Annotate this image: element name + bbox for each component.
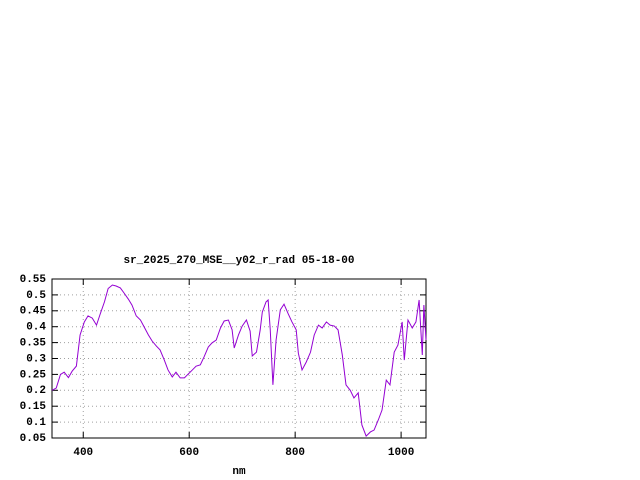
y-tick-label: 0.1 <box>26 417 46 429</box>
data-line <box>51 284 427 437</box>
x-tick-label: 400 <box>73 447 93 459</box>
y-tick-label: 0.45 <box>20 306 47 318</box>
y-tick-label: 0.5 <box>26 290 46 302</box>
y-tick-label: 0.55 <box>20 274 47 286</box>
x-tick-label: 800 <box>285 447 305 459</box>
x-axis-label: nm <box>232 466 246 478</box>
y-tick-label: 0.25 <box>20 369 47 381</box>
x-tick-label: 1000 <box>388 447 414 459</box>
y-tick-label: 0.3 <box>26 353 46 365</box>
y-tick-label: 0.2 <box>26 385 46 397</box>
y-tick-label: 0.05 <box>20 433 47 445</box>
chart-title: sr_2025_270_MSE__y02_r_rad 05-18-00 <box>123 255 354 267</box>
plot-border <box>51 278 427 439</box>
y-tick-label: 0.4 <box>26 322 46 334</box>
y-tick-label: 0.35 <box>20 338 47 350</box>
y-tick-label: 0.15 <box>20 401 47 413</box>
x-tick-label: 600 <box>179 447 199 459</box>
